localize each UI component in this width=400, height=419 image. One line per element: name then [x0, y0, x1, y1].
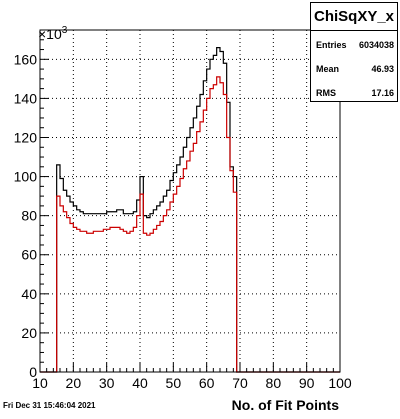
- x-tick-label: 50: [166, 375, 182, 391]
- x-tick-label: 30: [99, 375, 115, 391]
- stats-label: Mean: [316, 64, 340, 74]
- y-tick-label: 20: [21, 325, 37, 341]
- x-axis-title: No. of Fit Points: [232, 397, 340, 413]
- x-tick-label: 60: [199, 375, 215, 391]
- stats-box: ChiSqXY_x Entries 6034038 Mean 46.93 RMS…: [310, 2, 398, 102]
- x-tick-label: 100: [328, 375, 352, 391]
- grid: [40, 30, 340, 372]
- y-tick-label: 60: [21, 247, 37, 263]
- axes: [39, 29, 341, 373]
- stats-value: 46.93: [371, 64, 394, 74]
- series-line-1: [40, 76, 340, 373]
- x-tick-label: 10: [32, 375, 48, 391]
- y-tick-label: 100: [14, 169, 38, 185]
- x-tick-label: 70: [232, 375, 248, 391]
- y-multiplier-exponent: 3: [62, 25, 68, 36]
- y-multiplier-base: ×10: [38, 26, 62, 42]
- series-line-0: [40, 46, 340, 373]
- x-tick-label: 20: [66, 375, 82, 391]
- footer-date: Fri Dec 31 15:46:04 2021: [3, 401, 96, 410]
- x-tick-label: 80: [266, 375, 282, 391]
- y-tick-label: 40: [21, 286, 37, 302]
- series-group: [40, 46, 340, 373]
- plot-frame: [39, 29, 341, 373]
- stats-label: Entries: [316, 40, 347, 50]
- y-tick-label: 140: [14, 90, 38, 106]
- y-tick-label: 120: [14, 129, 38, 145]
- tick-labels: 10 20 30 40 50 60 70 80 90 100 0 20 40 60 80 100 120 140 1…: [14, 51, 352, 391]
- y-multiplier: ×103: [38, 25, 68, 42]
- stats-value: 17.16: [371, 88, 394, 98]
- stats-value: 6034038: [358, 40, 394, 50]
- stats-title: ChiSqXY_x: [311, 3, 397, 31]
- x-tick-label: 40: [132, 375, 148, 391]
- x-tick-label: 90: [299, 375, 315, 391]
- y-tick-label: 160: [14, 51, 38, 67]
- y-tick-label: 80: [21, 208, 37, 224]
- y-tick-label: 0: [29, 364, 37, 380]
- stats-label: RMS: [316, 88, 336, 98]
